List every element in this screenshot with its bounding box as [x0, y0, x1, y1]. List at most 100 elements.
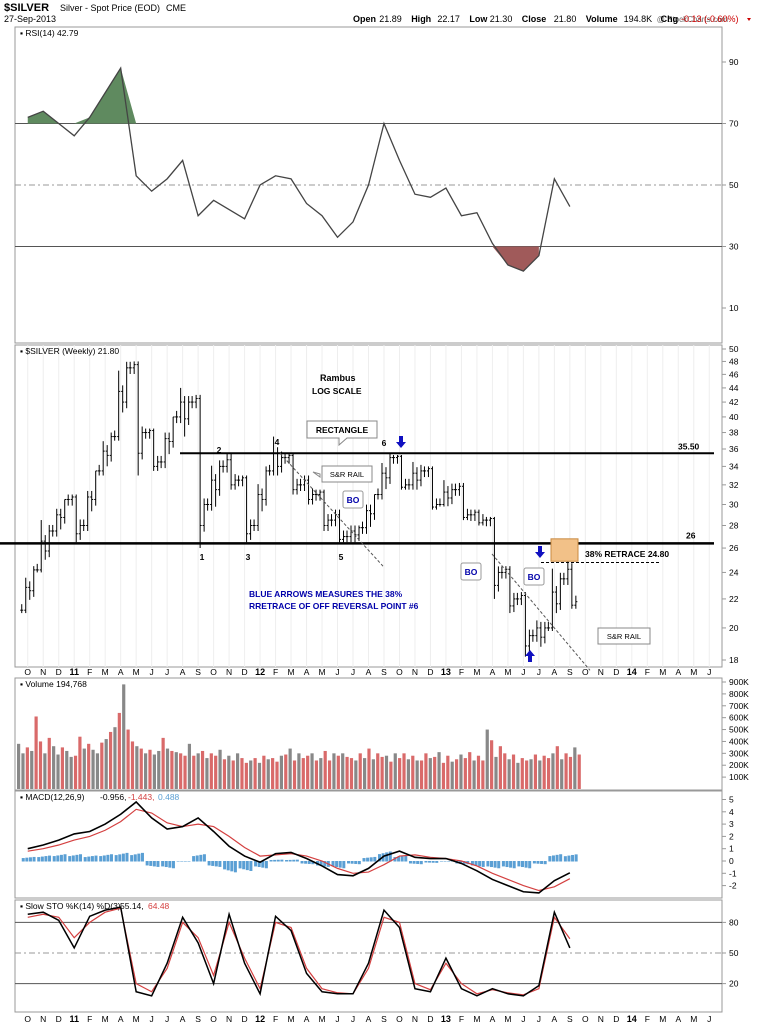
bo-label-1: BO: [347, 495, 360, 505]
macd-hist-bar-17-2: [292, 860, 295, 862]
price-ytick-16: 18: [729, 655, 739, 665]
volume-bar-64: [297, 753, 300, 789]
macd-hist-bar-5-2: [106, 855, 109, 862]
macd-hist-bar-26-1: [428, 861, 431, 863]
volume-bar-12: [70, 757, 73, 789]
macd-hist-bar-20-3: [342, 861, 345, 868]
macd-hist-bar-8-3: [156, 861, 159, 867]
macd-ytick-5: 0: [729, 856, 734, 866]
sto-xlabel-35: S: [567, 1014, 573, 1024]
volume-bar-21: [109, 732, 112, 789]
macd-hist-bar-10-0: [177, 861, 180, 862]
volume-bar-6: [43, 753, 46, 789]
volume-ytick-2: 700K: [729, 701, 749, 711]
sto-xlabel-27: 13: [441, 1014, 451, 1024]
volume-bar-115: [521, 758, 524, 789]
macd-hist-bar-31-0: [502, 861, 505, 866]
macd-hist-bar-35-2: [571, 855, 574, 862]
macd-hist-bar-11-1: [196, 855, 199, 861]
macd-ytick-7: -2: [729, 881, 737, 891]
sto-xlabel-40: F: [645, 1014, 650, 1024]
volume-bar-41: [197, 753, 200, 789]
sto-xlabel-28: F: [459, 1014, 464, 1024]
price-xlabel-8: J: [150, 667, 154, 677]
macd-hist-bar-1-1: [41, 857, 44, 862]
sto-xlabel-12: O: [210, 1014, 217, 1024]
volume-bar-108: [490, 740, 493, 789]
price-xlabel-26: D: [427, 667, 433, 677]
macd-hist-bar-9-1: [165, 861, 168, 867]
price-ytick-4: 42: [729, 397, 739, 407]
sto-xlabel-34: A: [552, 1014, 558, 1024]
price-ytick-6: 38: [729, 428, 739, 438]
volume-bar-128: [578, 755, 581, 789]
macd-hist-bar-1-2: [44, 856, 47, 861]
quote-value-2: 21.30: [490, 14, 513, 24]
sto-xlabel-1: N: [40, 1014, 46, 1024]
price-ytick-8: 34: [729, 461, 739, 471]
macd-hist-bar-4-3: [95, 856, 98, 862]
volume-bar-80: [367, 749, 370, 789]
volume-bar-90: [411, 756, 414, 789]
instrument-name: Silver - Spot Price (EOD): [60, 3, 160, 13]
rsi-overbought-fill: [28, 68, 136, 123]
sto-xlabel-11: S: [195, 1014, 201, 1024]
macd-hist-bar-7-0: [130, 855, 133, 861]
macd-hist-bar-14-2: [246, 861, 249, 870]
rsi-title: ▪ RSI(14) 42.79: [20, 28, 79, 38]
sto-ytick-1: 50: [729, 948, 739, 958]
volume-bar-95: [433, 757, 436, 789]
retrace-box: [551, 539, 578, 561]
volume-bar-2: [26, 747, 29, 789]
macd-ytick-2: 3: [729, 819, 734, 829]
volume-bar-3: [30, 751, 33, 789]
price-ytick-0: 50: [729, 344, 739, 354]
sto-xlabel-20: J: [335, 1014, 339, 1024]
price-ytick-2: 46: [729, 369, 739, 379]
macd-hist-bar-9-3: [172, 861, 175, 868]
macd-hist-bar-13-1: [227, 861, 230, 870]
sto-panel-frame: [15, 900, 722, 1012]
price-ytick-5: 40: [729, 412, 739, 422]
macd-hist-bar-1-0: [37, 857, 40, 861]
volume-bar-72: [332, 753, 335, 789]
macd-hist-bar-25-3: [420, 861, 423, 864]
sto-xlabel-15: 12: [255, 1014, 265, 1024]
price-xlabel-40: F: [645, 667, 650, 677]
quote-label-2: Low: [469, 14, 488, 24]
macd-hist-bar-0-3: [33, 857, 36, 862]
macd-hist-bar-5-1: [103, 855, 106, 861]
quote-value-0: 21.89: [379, 14, 402, 24]
macd-hist-bar-8-0: [146, 861, 149, 865]
macd-hist-bar-35-0: [564, 856, 567, 861]
macd-ytick-4: 1: [729, 844, 734, 854]
macd-line: [28, 802, 570, 893]
volume-bar-13: [74, 756, 77, 789]
blue-arrow-up-icon: [525, 650, 535, 662]
volume-bar-126: [569, 757, 572, 789]
macd-hist-bar-18-2: [308, 861, 311, 864]
volume-bar-53: [249, 760, 252, 789]
macd-hist-bar-14-0: [239, 861, 242, 868]
sto-ytick-0: 80: [729, 917, 739, 927]
blue-arrow-down-1-icon: [396, 436, 406, 448]
macd-hist-bar-9-2: [168, 861, 171, 868]
volume-bar-14: [78, 737, 81, 789]
sto-xlabel-6: A: [118, 1014, 124, 1024]
volume-bar-88: [402, 753, 405, 789]
macd-value-hist: 0.488: [158, 792, 180, 802]
volume-bar-49: [232, 760, 235, 789]
volume-bar-118: [534, 755, 537, 789]
macd-hist-bar-20-1: [335, 861, 338, 867]
price-xlabel-13: N: [226, 667, 232, 677]
volume-bar-26: [131, 741, 134, 789]
volume-bar-112: [508, 759, 511, 789]
price-xlabel-36: O: [582, 667, 589, 677]
price-xlabel-34: A: [552, 667, 558, 677]
price-xlabel-12: O: [210, 667, 217, 677]
macd-hist-bar-6-3: [125, 853, 128, 862]
macd-hist-bar-14-1: [242, 861, 245, 869]
volume-bar-101: [459, 755, 462, 789]
macd-hist-bar-31-2: [509, 861, 512, 868]
price-xlabel-22: A: [366, 667, 372, 677]
